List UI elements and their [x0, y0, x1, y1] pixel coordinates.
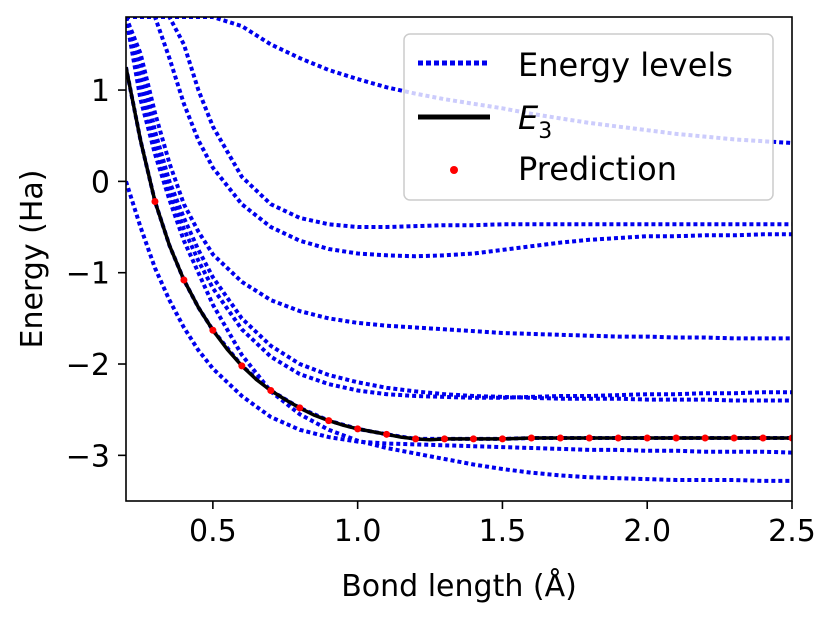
prediction-point	[441, 435, 449, 443]
y-tick-label: 1	[91, 74, 110, 109]
energy-level-line-4	[126, 17, 792, 403]
prediction-point	[296, 404, 304, 412]
y-tick-label: 0	[91, 165, 110, 200]
y-tick-label: −3	[66, 439, 110, 474]
energy-level-line-7	[126, 17, 792, 259]
energy-level-line-5	[126, 17, 792, 400]
plot-frame	[125, 16, 793, 502]
x-axis-label: Bond length (Å)	[341, 568, 577, 604]
prediction-point	[527, 434, 535, 442]
prediction-point	[672, 434, 680, 442]
legend-e3-subscript: 3	[538, 119, 552, 144]
prediction-point	[238, 362, 246, 370]
prediction-point	[614, 434, 622, 442]
y-tick-label: −1	[66, 257, 110, 292]
e3-curve	[126, 66, 792, 442]
legend-e3-label: E3	[518, 99, 552, 144]
prediction-point	[643, 434, 651, 442]
y-tick-label: −2	[66, 348, 110, 383]
legend-box	[403, 33, 774, 201]
legend-prediction-marker	[450, 166, 458, 174]
x-tick-label: 0.5	[189, 514, 237, 549]
energy-level-line-8	[126, 17, 792, 229]
prediction-point	[412, 435, 420, 443]
y-axis-ticks: 1 0 −1 −2 −3	[66, 74, 126, 474]
legend-levels-label: Energy levels	[518, 46, 733, 84]
legend-prediction-label: Prediction	[518, 150, 677, 188]
energy-level-line-6	[126, 17, 792, 341]
prediction-point	[209, 326, 217, 334]
y-axis-label: Energy (Ha)	[15, 170, 50, 349]
prediction-point	[180, 276, 188, 284]
legend-e3-main: E	[518, 99, 539, 137]
prediction-points	[151, 197, 792, 443]
prediction-point	[383, 430, 391, 438]
prediction-point	[267, 387, 275, 395]
prediction-point	[498, 435, 506, 443]
e3-curve-group	[126, 66, 792, 442]
x-tick-label: 1.0	[334, 514, 382, 549]
x-tick-label: 2.5	[768, 514, 816, 549]
energy-level-line-1	[126, 17, 792, 483]
legend: Energy levels E3 Prediction	[403, 33, 774, 201]
prediction-point	[469, 435, 477, 443]
prediction-point	[701, 434, 709, 442]
x-axis-ticks: 0.5 1.0 1.5 2.0 2.5	[189, 501, 816, 549]
energy-level-line-2	[126, 180, 792, 455]
prediction-point	[325, 417, 333, 425]
prediction-point	[788, 434, 792, 442]
prediction-point	[556, 434, 564, 442]
prediction-point	[151, 197, 159, 205]
prediction-point	[354, 425, 362, 433]
prediction-point	[730, 434, 738, 442]
x-tick-label: 1.5	[479, 514, 527, 549]
prediction-point	[585, 434, 593, 442]
x-tick-label: 2.0	[623, 514, 671, 549]
prediction-point	[759, 434, 767, 442]
